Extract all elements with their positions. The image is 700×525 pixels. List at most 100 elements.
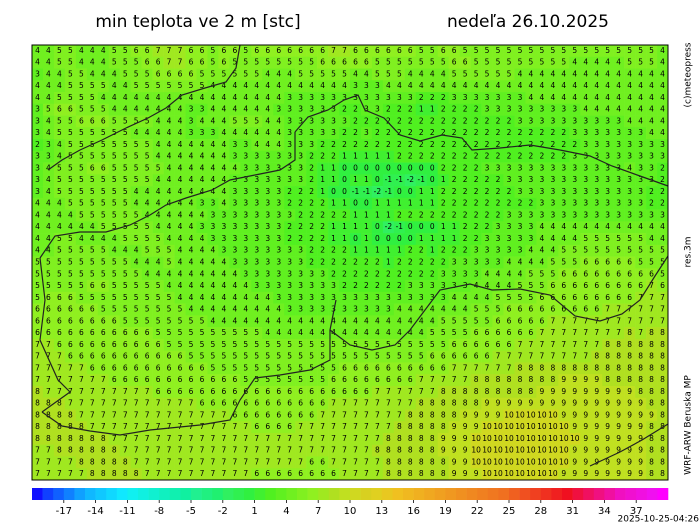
cell-value: 9 <box>463 457 468 466</box>
cell-value: 1 <box>364 152 369 161</box>
cell-value: 5 <box>90 269 95 278</box>
cell-value: 7 <box>353 422 358 431</box>
cell-value: 2 <box>298 210 303 219</box>
cell-value: 5 <box>441 340 446 349</box>
cell-value: 7 <box>353 434 358 443</box>
cell-value: 7 <box>583 352 588 361</box>
cell-value: 4 <box>200 163 205 172</box>
cell <box>470 127 482 140</box>
cell-value: 8 <box>35 399 40 408</box>
cell-value: 5 <box>112 46 117 55</box>
cell <box>64 209 77 222</box>
cell <box>229 362 241 375</box>
cell <box>339 233 351 246</box>
cell <box>174 56 186 69</box>
cell-value: 5 <box>145 234 150 243</box>
cell-value: 4 <box>397 316 402 325</box>
cell-value: 3 <box>276 222 281 231</box>
cell <box>306 45 318 58</box>
colorbar-block <box>593 488 605 500</box>
cell-value: 2 <box>309 234 314 243</box>
cell <box>130 127 142 140</box>
cell-value: 10 <box>471 434 481 443</box>
cell <box>273 56 285 69</box>
cell-value: 3 <box>397 93 402 102</box>
cell-value: 5 <box>616 46 621 55</box>
cell-value: 4 <box>507 258 512 267</box>
cell <box>569 256 581 269</box>
cell-value: 8 <box>616 352 621 361</box>
cell <box>602 186 614 199</box>
cell <box>569 186 581 199</box>
cell-value: 6 <box>134 375 139 384</box>
colorbar-tick-label: -5 <box>186 506 196 517</box>
cell <box>437 162 449 175</box>
cell-value: 8 <box>397 469 402 478</box>
cell-value: 3 <box>35 128 40 137</box>
colorbar-block <box>191 488 202 500</box>
cell-value: 7 <box>35 469 40 478</box>
cell <box>448 291 460 304</box>
cell <box>448 127 460 140</box>
cell-value: 5 <box>79 187 84 196</box>
cell-value: 6 <box>540 305 545 314</box>
cell <box>196 80 208 93</box>
cell-value: 6 <box>408 363 413 372</box>
cell-value: 3 <box>430 281 435 290</box>
cell-value: 6 <box>638 269 643 278</box>
cell <box>75 268 88 281</box>
cell <box>448 45 460 58</box>
cell-value: 5 <box>57 269 62 278</box>
cell <box>415 303 428 316</box>
colorbar-block <box>180 488 192 500</box>
cell-value: 9 <box>616 399 621 408</box>
cell-value: 5 <box>112 58 117 67</box>
cell-value: 9 <box>605 410 610 419</box>
cell-value: 4 <box>200 281 205 290</box>
cell <box>492 303 504 316</box>
cell <box>53 303 66 316</box>
cell-value: 8 <box>35 422 40 431</box>
cell <box>437 233 449 246</box>
cell-value: 2 <box>375 281 380 290</box>
cell-value: 4 <box>101 58 106 67</box>
cell-value: 4 <box>430 81 435 90</box>
cell-value: 4 <box>101 234 106 243</box>
cell <box>108 315 121 328</box>
cell-value: 5 <box>627 46 632 55</box>
cell-value: 3 <box>452 281 457 290</box>
cell <box>360 68 373 81</box>
cell-value: 4 <box>222 93 227 102</box>
cell-value: 9 <box>572 410 577 419</box>
cell-value: 4 <box>364 69 369 78</box>
cell-value: 10 <box>548 434 558 443</box>
cell <box>393 374 406 387</box>
cell <box>404 385 417 399</box>
cell-value: 6 <box>57 293 62 302</box>
cell-value: 7 <box>616 305 621 314</box>
cell-value: 5 <box>123 163 128 172</box>
cell <box>613 244 625 257</box>
cell-value: 7 <box>507 363 512 372</box>
cell-value: 7 <box>156 457 161 466</box>
cell <box>119 197 131 210</box>
cell <box>404 350 417 363</box>
cell <box>514 315 526 328</box>
cell-value: 4 <box>309 81 314 90</box>
cell <box>514 186 526 199</box>
cell-value: 6 <box>79 116 84 125</box>
cell <box>317 327 329 340</box>
cell <box>657 362 669 375</box>
cell <box>646 350 658 363</box>
cell <box>328 233 340 246</box>
cell <box>404 221 417 234</box>
cell <box>207 174 219 187</box>
cell-value: 4 <box>649 128 654 137</box>
cell <box>141 174 153 187</box>
cell <box>624 244 636 257</box>
cell <box>547 374 559 387</box>
cell <box>53 186 66 199</box>
cell <box>229 350 241 363</box>
cell-value: 7 <box>90 422 95 431</box>
cell <box>602 397 614 410</box>
